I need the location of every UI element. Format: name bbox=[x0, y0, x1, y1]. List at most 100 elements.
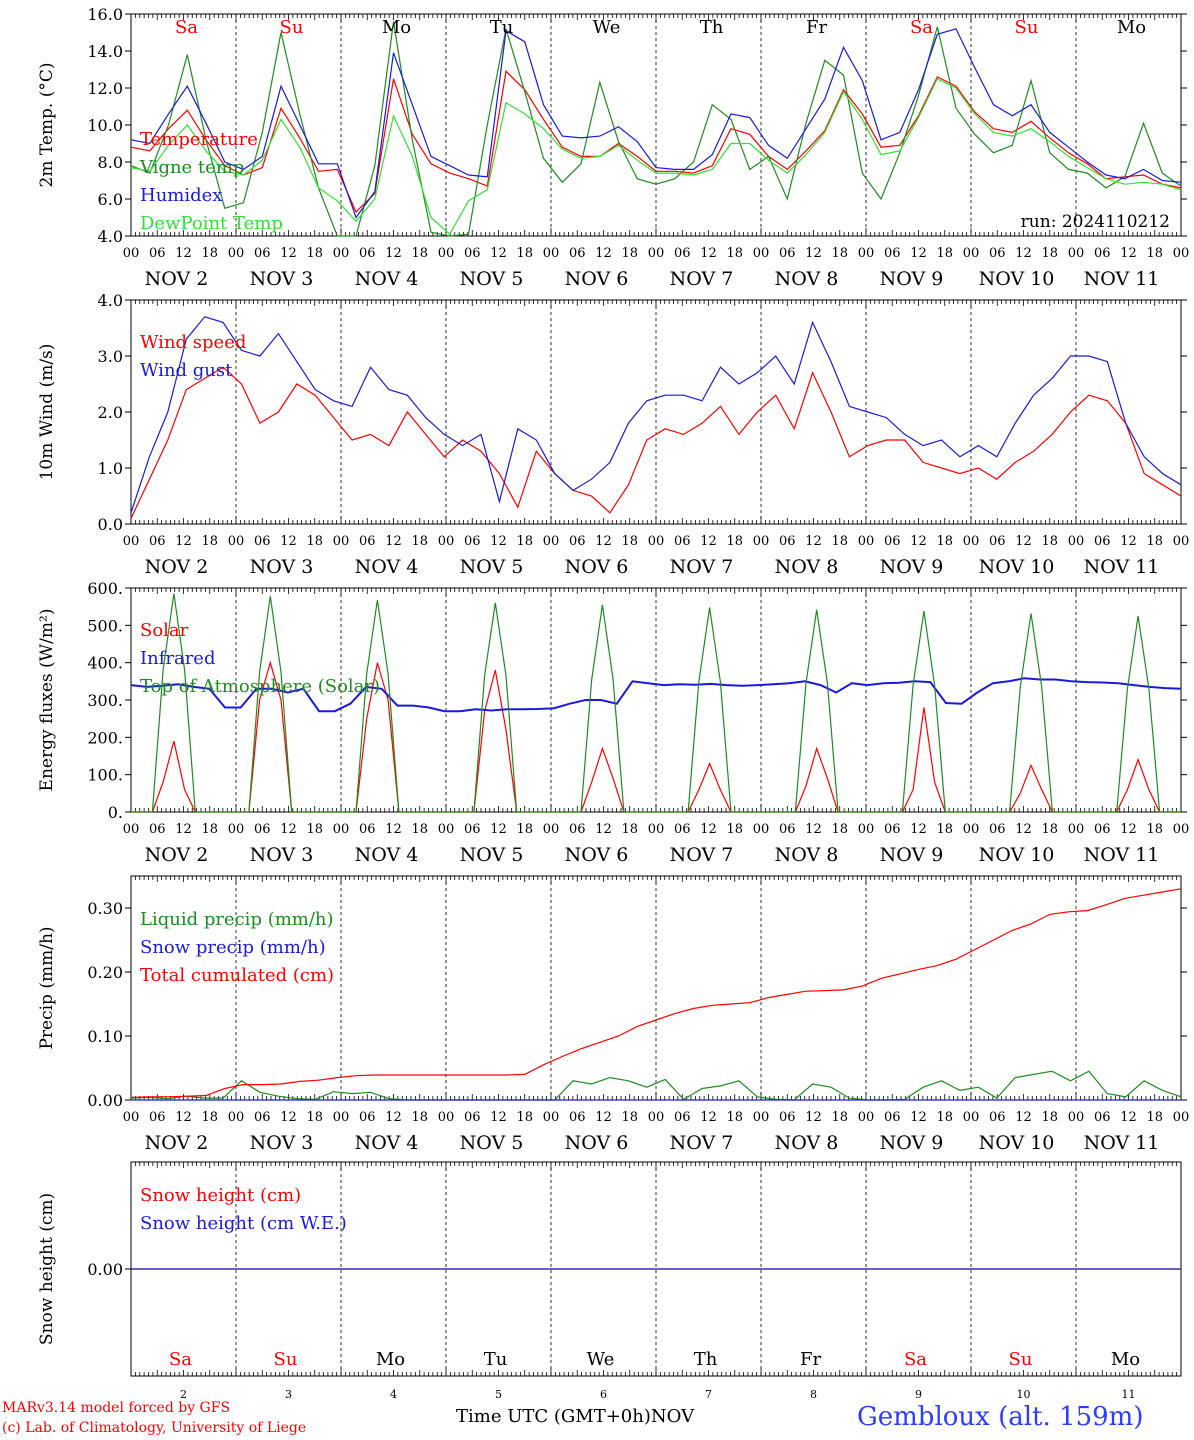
hour-tick-label: 00 bbox=[543, 1110, 560, 1125]
hour-tick-label: 00 bbox=[438, 822, 455, 837]
hour-tick-label: 12 bbox=[280, 1110, 297, 1125]
hour-tick-label: 00 bbox=[438, 246, 455, 261]
hour-tick-label: 12 bbox=[1015, 822, 1032, 837]
day-number-label: 11 bbox=[1122, 1388, 1136, 1401]
hour-tick-label: 00 bbox=[123, 822, 140, 837]
weekday-label: Mo bbox=[1117, 17, 1146, 38]
series-line bbox=[130, 888, 1182, 1098]
hour-tick-label: 12 bbox=[1015, 1110, 1032, 1125]
hour-tick-label: 06 bbox=[989, 822, 1006, 837]
hour-tick-label: 06 bbox=[779, 246, 796, 261]
date-label: NOV 3 bbox=[250, 844, 314, 866]
y-axis-label: 10m Wind (m/s) bbox=[37, 344, 57, 481]
weekday-label: Tu bbox=[490, 17, 514, 38]
hour-tick-label: 12 bbox=[805, 246, 822, 261]
legend-entry: Humidex bbox=[140, 185, 222, 206]
hour-tick-label: 12 bbox=[280, 534, 297, 549]
hour-tick-label: 18 bbox=[936, 246, 953, 261]
hour-tick-label: 06 bbox=[149, 534, 166, 549]
hour-tick-label: 12 bbox=[280, 246, 297, 261]
hour-tick-label: 18 bbox=[1041, 246, 1058, 261]
hour-tick-label: 06 bbox=[359, 822, 376, 837]
hour-tick-label: 18 bbox=[621, 534, 638, 549]
date-label: NOV 4 bbox=[355, 844, 419, 866]
hour-tick-label: 00 bbox=[858, 246, 875, 261]
hour-tick-label: 06 bbox=[569, 1110, 586, 1125]
hour-tick-label: 00 bbox=[1068, 822, 1085, 837]
hour-tick-label: 18 bbox=[621, 1110, 638, 1125]
hour-tick-label: 18 bbox=[201, 246, 218, 261]
y-tick-label: 4.0 bbox=[98, 227, 123, 246]
hour-tick-label: 00 bbox=[228, 822, 245, 837]
hour-tick-label: 06 bbox=[674, 534, 691, 549]
series-line bbox=[130, 677, 1182, 713]
date-label: NOV 2 bbox=[145, 268, 209, 290]
hour-tick-label: 18 bbox=[936, 822, 953, 837]
date-label: NOV 7 bbox=[670, 268, 734, 290]
hour-tick-label: 06 bbox=[149, 822, 166, 837]
hour-tick-label: 06 bbox=[674, 246, 691, 261]
date-label: NOV 10 bbox=[979, 268, 1055, 290]
hour-tick-label: 12 bbox=[490, 822, 507, 837]
hour-tick-label: 18 bbox=[726, 1110, 743, 1125]
hour-tick-label: 00 bbox=[858, 1110, 875, 1125]
x-axis-month: NOV bbox=[650, 1406, 695, 1427]
date-label: NOV 2 bbox=[145, 844, 209, 866]
day-number-label: 4 bbox=[390, 1388, 397, 1401]
hour-tick-label: 12 bbox=[1120, 246, 1137, 261]
weekday-label: We bbox=[593, 17, 621, 38]
date-label: NOV 6 bbox=[565, 1132, 629, 1154]
weekday-label: Mo bbox=[382, 17, 411, 38]
hour-tick-label: 06 bbox=[359, 246, 376, 261]
hour-tick-label: 12 bbox=[175, 534, 192, 549]
hour-tick-label: 12 bbox=[175, 822, 192, 837]
hour-tick-label: 00 bbox=[753, 534, 770, 549]
hour-tick-label: 18 bbox=[306, 1110, 323, 1125]
hour-tick-label: 18 bbox=[621, 822, 638, 837]
hour-tick-label: 00 bbox=[963, 534, 980, 549]
y-tick-label: 400. bbox=[87, 654, 123, 673]
hour-tick-label: 06 bbox=[254, 822, 271, 837]
y-axis-label: Energy fluxes (W/m²) bbox=[37, 609, 57, 792]
hour-tick-label: 18 bbox=[306, 822, 323, 837]
hour-tick-label: 00 bbox=[123, 246, 140, 261]
hour-tick-label: 12 bbox=[1015, 246, 1032, 261]
hour-tick-label: 06 bbox=[464, 534, 481, 549]
hour-tick-label: 06 bbox=[989, 1110, 1006, 1125]
hour-tick-label: 00 bbox=[1068, 246, 1085, 261]
hour-tick-label: 06 bbox=[989, 534, 1006, 549]
hour-tick-label: 06 bbox=[989, 246, 1006, 261]
date-label: NOV 9 bbox=[880, 1132, 944, 1154]
hour-tick-label: 18 bbox=[201, 1110, 218, 1125]
date-label: NOV 9 bbox=[880, 268, 944, 290]
legend-entry: Liquid precip (mm/h) bbox=[140, 909, 334, 930]
legend-entry: Wind gust bbox=[140, 360, 233, 381]
hour-tick-label: 06 bbox=[464, 246, 481, 261]
legend-entry: Snow height (cm W.E.) bbox=[140, 1213, 347, 1234]
day-number-label: 7 bbox=[705, 1388, 712, 1401]
y-tick-label: 0.10 bbox=[87, 1027, 123, 1046]
weekday-label: Th bbox=[694, 1349, 718, 1370]
y-tick-label: 300. bbox=[87, 691, 123, 710]
hour-tick-label: 00 bbox=[1173, 246, 1190, 261]
hour-tick-label: 06 bbox=[779, 822, 796, 837]
y-tick-label: 12.0 bbox=[87, 79, 123, 98]
hour-tick-label: 00 bbox=[333, 534, 350, 549]
series-line bbox=[130, 1070, 1182, 1101]
hour-tick-label: 00 bbox=[1068, 534, 1085, 549]
hour-tick-label: 12 bbox=[1120, 534, 1137, 549]
hour-tick-label: 06 bbox=[254, 1110, 271, 1125]
hour-tick-label: 18 bbox=[936, 1110, 953, 1125]
hour-tick-label: 18 bbox=[411, 822, 428, 837]
hour-tick-label: 00 bbox=[753, 822, 770, 837]
weekday-label: Tu bbox=[484, 1349, 508, 1370]
series-line bbox=[130, 28, 1182, 219]
hour-tick-label: 18 bbox=[411, 1110, 428, 1125]
hour-tick-label: 12 bbox=[910, 534, 927, 549]
hour-tick-label: 12 bbox=[490, 534, 507, 549]
date-label: NOV 5 bbox=[460, 556, 524, 578]
hour-tick-label: 00 bbox=[543, 534, 560, 549]
hour-tick-label: 12 bbox=[595, 822, 612, 837]
legend-entry: Snow height (cm) bbox=[140, 1185, 301, 1206]
hour-tick-label: 06 bbox=[674, 1110, 691, 1125]
